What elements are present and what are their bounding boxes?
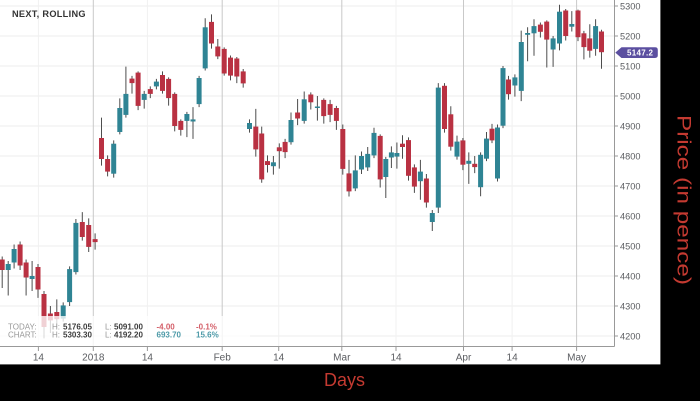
svg-text:L:: L: — [105, 322, 112, 331]
svg-text:May: May — [567, 353, 586, 364]
svg-text:5300: 5300 — [620, 1, 640, 11]
svg-text:14: 14 — [33, 353, 45, 364]
svg-text:4800: 4800 — [620, 151, 640, 161]
svg-text:NEXT, ROLLING: NEXT, ROLLING — [12, 9, 86, 19]
svg-text:4900: 4900 — [620, 121, 640, 131]
svg-text:Apr: Apr — [456, 353, 472, 364]
svg-text:5176.05: 5176.05 — [63, 322, 92, 331]
svg-text:5091.00: 5091.00 — [114, 322, 143, 331]
svg-text:5000: 5000 — [620, 91, 640, 101]
svg-text:Days: Days — [324, 369, 365, 390]
svg-text:4400: 4400 — [620, 271, 640, 281]
svg-text:4600: 4600 — [620, 211, 640, 221]
svg-text:-4.00: -4.00 — [157, 322, 176, 331]
svg-text:L:: L: — [105, 331, 112, 340]
svg-text:15.6%: 15.6% — [196, 331, 219, 340]
svg-text:Feb: Feb — [214, 353, 232, 364]
svg-text:H:: H: — [52, 322, 60, 331]
svg-text:4500: 4500 — [620, 241, 640, 251]
svg-text:5147.2: 5147.2 — [627, 49, 654, 58]
svg-text:4300: 4300 — [620, 301, 640, 311]
svg-text:4200: 4200 — [620, 331, 640, 341]
svg-text:14: 14 — [390, 353, 402, 364]
svg-text:4192.20: 4192.20 — [114, 331, 143, 340]
svg-text:4700: 4700 — [620, 181, 640, 191]
svg-text:CHART:: CHART: — [8, 331, 37, 340]
svg-text:14: 14 — [507, 353, 519, 364]
svg-text:14: 14 — [142, 353, 154, 364]
svg-text:-0.1%: -0.1% — [196, 322, 217, 331]
svg-text:TODAY:: TODAY: — [8, 322, 37, 331]
svg-text:5100: 5100 — [620, 61, 640, 71]
svg-text:Mar: Mar — [333, 353, 351, 364]
svg-text:14: 14 — [273, 353, 285, 364]
svg-text:5303.30: 5303.30 — [63, 331, 92, 340]
svg-text:H:: H: — [52, 331, 60, 340]
svg-text:5200: 5200 — [620, 31, 640, 41]
svg-text:Price (in pence): Price (in pence) — [673, 115, 695, 285]
svg-text:693.70: 693.70 — [157, 331, 182, 340]
svg-text:2018: 2018 — [82, 353, 105, 364]
